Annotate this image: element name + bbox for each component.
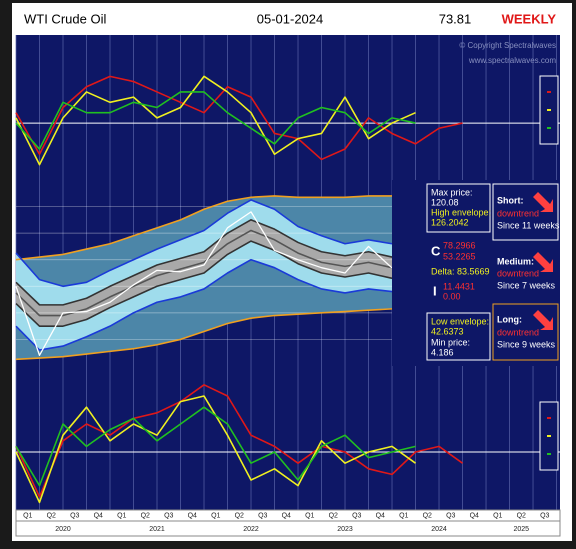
signal-label: Long: [497,314,522,324]
quarter-label: Q2 [141,512,150,519]
quarter-label: Q4 [282,512,291,519]
signal-box [492,183,559,241]
quarter-label: Q2 [423,512,432,519]
signal-trend: downtrend [497,268,539,278]
i-label: I [433,283,437,298]
c2: 53.2265 [443,251,476,261]
quarter-label: Q1 [117,512,126,519]
low-label: Low envelope: [431,316,489,326]
osc-legend-top [539,75,559,145]
price: 73.81 [439,11,472,26]
series-line [15,75,416,166]
quarter-label: Q1 [211,512,220,519]
series-line [15,308,393,361]
signal-label: Short: [497,195,524,205]
min-value: 4.186 [431,347,454,357]
website: www.spectralwaves.com [468,56,556,65]
signal-long: Long: downtrend Since 9 weeks [492,303,559,361]
c-label: C [431,243,441,258]
signal-box [492,303,559,361]
quarter-label: Q4 [376,512,385,519]
series-line [15,383,463,498]
quarter-label: Q4 [470,512,479,519]
year-label: 2024 [431,526,447,533]
series-line [15,258,393,351]
quarter-label: Q2 [329,512,338,519]
series-line [15,219,393,306]
quarter-label: Q1 [23,512,32,519]
series-line [15,406,416,487]
series-line [15,75,463,161]
quarter-label: Q4 [188,512,197,519]
time-axis [15,509,561,537]
max-value: 120.08 [431,197,459,207]
series-line [15,199,393,288]
signal-trend: downtrend [497,327,539,337]
quarter-label: Q1 [399,512,408,519]
min-label: Min price: [431,337,470,347]
title: WTI Crude Oil [24,11,106,26]
signal-medium: Medium: downtrend Since 7 weeks [492,245,559,301]
year-label: 2021 [149,526,165,533]
quarter-label: Q3 [70,512,79,519]
signal-box [492,245,559,301]
i2: 0.00 [443,291,461,301]
quarter-label: Q2 [47,512,56,519]
year-label: 2023 [337,526,353,533]
osc-legend-bottom [539,401,559,471]
max-label: Max price: [431,187,473,197]
quarter-label: Q3 [540,512,549,519]
year-label: 2025 [513,526,529,533]
series-line [15,195,393,261]
low-value: 42.6373 [431,326,464,336]
arrow-icon [533,192,553,212]
signal-since: Since 11 weeks [497,220,560,230]
time-labels: Q1 Q2 Q3 Q4 Q1 Q2 Q3 Q4 Q1 Q2 Q3 Q4 Q1 Q2 Q3 Q4 Q1 Q2 Q3 Q4… [23,512,549,533]
plots: 20406080100120 [15,75,560,504]
high-value: 126.2042 [431,217,469,227]
max-box [426,183,491,233]
signal-trend: downtrend [497,208,539,218]
quarter-label: Q3 [446,512,455,519]
quarter-label: Q3 [258,512,267,519]
series-line [15,91,416,150]
quarter-label: Q2 [517,512,526,519]
year-label: 2022 [243,526,259,533]
arrow-icon [533,310,553,330]
quarter-label: Q3 [164,512,173,519]
delta: Delta: 83.5669 [431,266,490,276]
info-panel [392,180,560,366]
quarter-label: Q3 [352,512,361,519]
period: WEEKLY [502,11,557,26]
signal-short: Short: downtrend Since 11 weeks [492,183,560,241]
series-line [15,240,393,327]
series-line [15,211,393,357]
quarter-label: Q1 [493,512,502,519]
year-label: 2020 [55,526,71,533]
band-fill [16,199,393,351]
signal-since: Since 9 weeks [497,339,556,349]
quarter-label: Q2 [235,512,244,519]
date: 05-01-2024 [257,11,324,26]
series-line [15,229,393,317]
i1: 11.4431 [443,281,475,291]
copyright: © Copyright Spectralwaves [459,41,556,50]
signal-since: Since 7 weeks [497,280,556,290]
quarter-label: Q1 [305,512,314,519]
quarter-label: Q4 [94,512,103,519]
signal-label: Medium: [497,256,534,266]
high-label: High envelope: [431,207,491,217]
arrow-icon [533,252,553,272]
c1: 78.2966 [443,240,476,250]
min-box [426,312,491,361]
